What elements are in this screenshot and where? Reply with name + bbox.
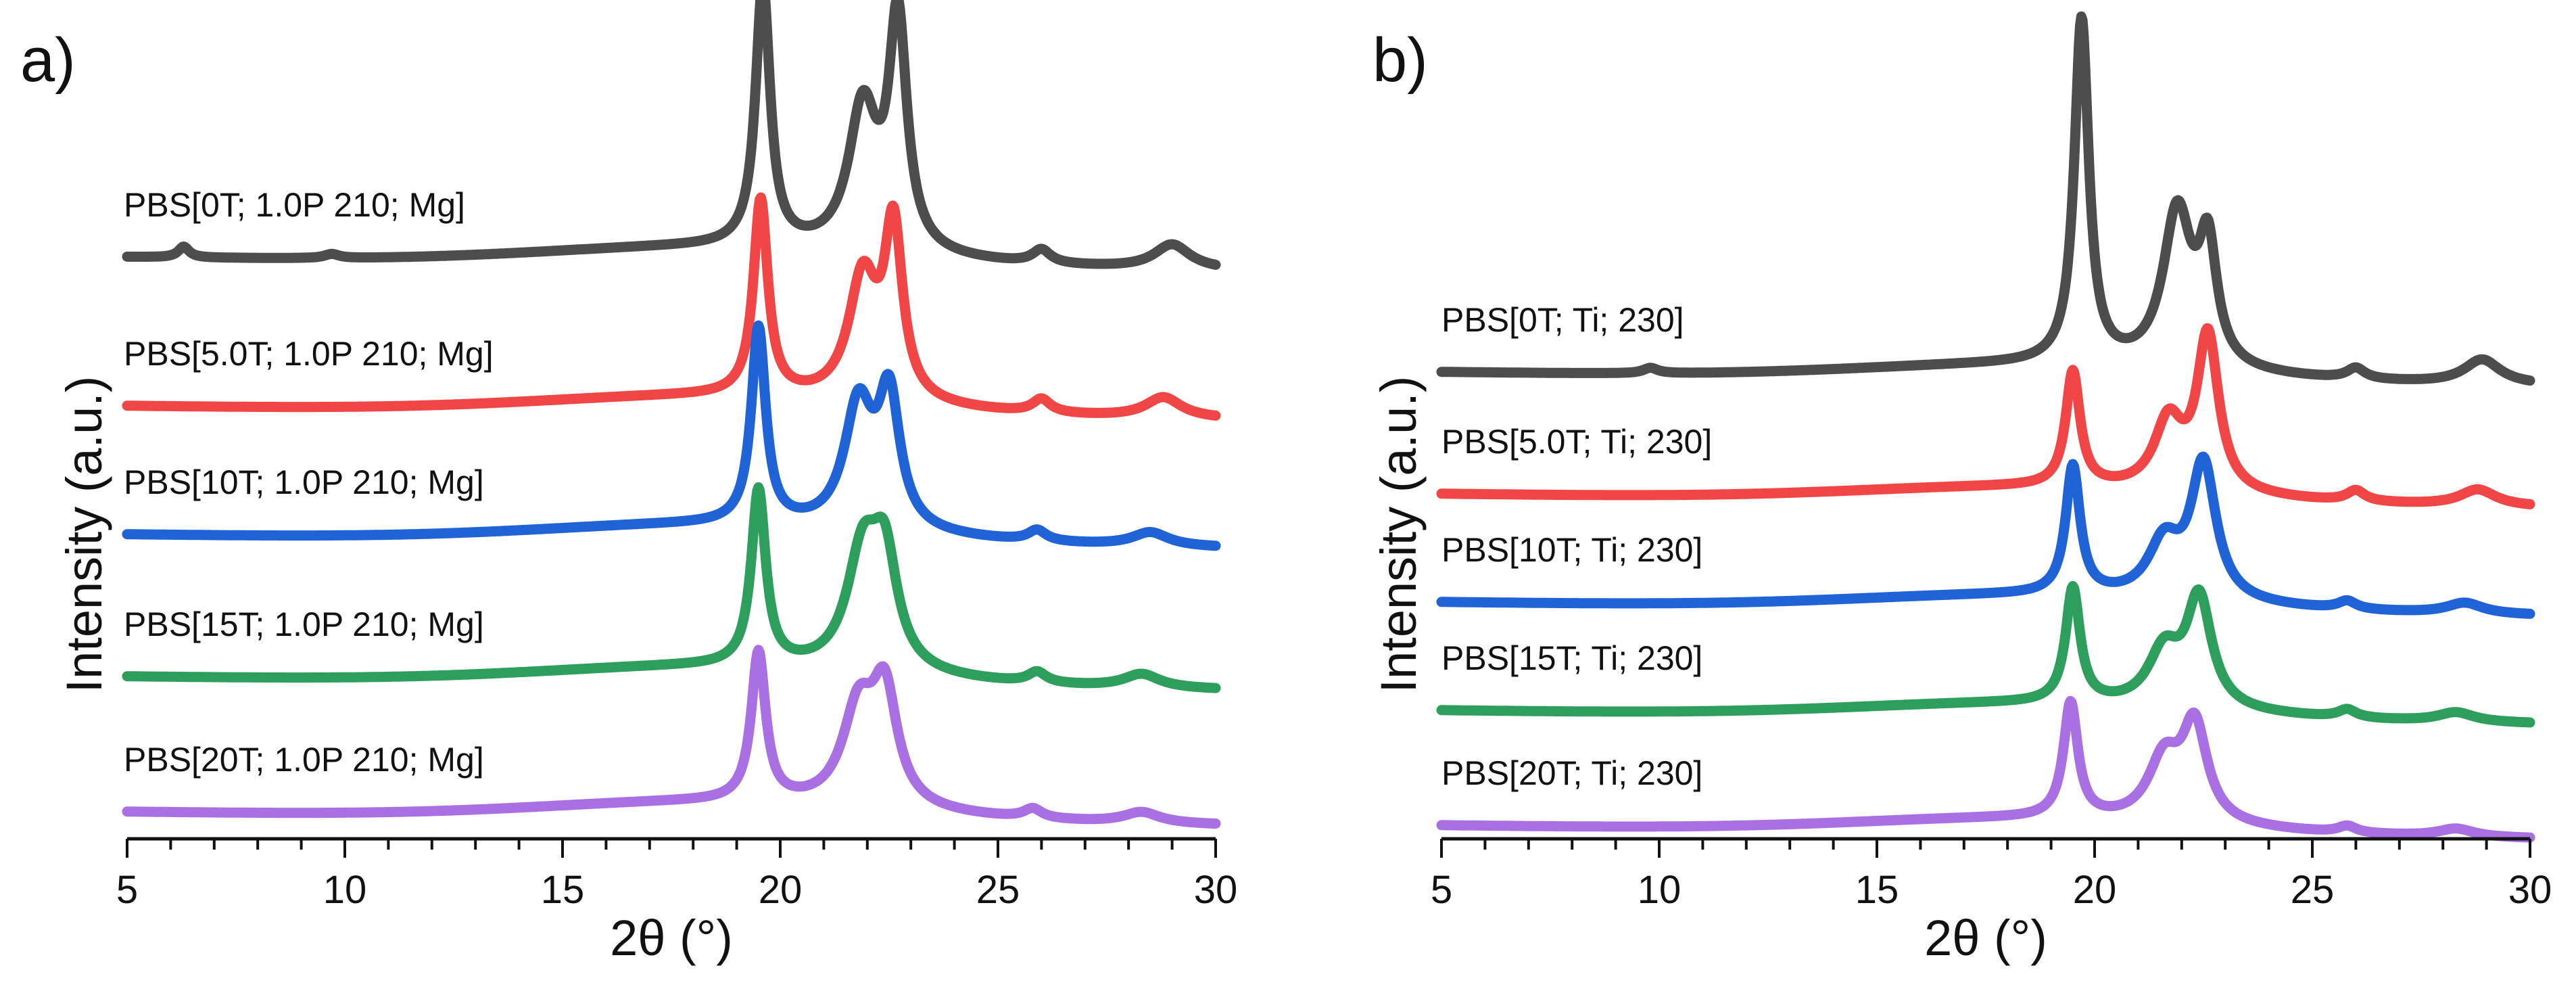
series-label-2: PBS[10T; Ti; 230]: [1441, 531, 1702, 569]
series-line-4: [122, 645, 1221, 829]
series-line-2: [1436, 451, 2535, 619]
x-tick-label: 10: [1638, 868, 1681, 912]
series-label-1: PBS[5.0T; Ti; 230]: [1441, 423, 1712, 461]
panel-a-chart: a) PBS[0T; 1.0P 210; Mg] PBS[5.0T; 1.0P 21…: [20, 0, 1237, 966]
series-line-0: [122, 0, 1221, 270]
series-label-1: PBS[5.0T; 1.0P 210; Mg]: [124, 335, 494, 373]
x-axis-title: 2θ (°): [610, 910, 733, 966]
series-label-4: PBS[20T; 1.0P 210; Mg]: [124, 741, 484, 779]
panel-label: a): [20, 26, 76, 95]
series-line-0: [1436, 11, 2535, 386]
x-tick-label: 25: [976, 868, 1020, 912]
series-label-0: PBS[0T; Ti; 230]: [1441, 301, 1684, 339]
series-label-4: PBS[20T; Ti; 230]: [1441, 754, 1702, 792]
panel-label: b): [1373, 26, 1428, 95]
series-label-0: PBS[0T; 1.0P 210; Mg]: [124, 186, 465, 224]
x-tick-label: 10: [323, 868, 367, 912]
panel-b-chart: b) PBS[0T; Ti; 230] PBS[5.0T; Ti; 230] PBS[…: [1370, 11, 2552, 966]
series-label-3: PBS[15T; Ti; 230]: [1441, 639, 1702, 677]
x-tick-label: 5: [116, 868, 138, 912]
x-tick-label: 15: [541, 868, 585, 912]
series-line-4: [1436, 695, 2535, 843]
x-tick-label: 25: [2291, 868, 2335, 912]
x-axis-title: 2θ (°): [1924, 910, 2047, 966]
series-line-1: [122, 192, 1221, 421]
x-tick-label: 30: [2508, 868, 2552, 912]
x-tick-label: 20: [759, 868, 803, 912]
x-tick-label: 30: [1194, 868, 1238, 912]
y-axis-title: Intensity (a.u.): [56, 376, 112, 693]
series-label-2: PBS[10T; 1.0P 210; Mg]: [124, 463, 484, 501]
series-line-2: [122, 320, 1221, 551]
series-line-3: [1436, 580, 2535, 728]
series-line-3: [122, 482, 1221, 693]
series-label-3: PBS[15T; 1.0P 210; Mg]: [124, 605, 484, 643]
x-tick-label: 15: [1855, 868, 1899, 912]
series-line-1: [1436, 323, 2535, 509]
x-tick-label: 5: [1431, 868, 1452, 912]
x-tick-label: 20: [2073, 868, 2117, 912]
y-axis-title: Intensity (a.u.): [1370, 376, 1427, 693]
